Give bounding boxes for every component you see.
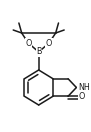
Text: O: O [25,39,31,48]
Text: NH: NH [78,83,90,92]
Text: O: O [78,92,84,101]
Text: B: B [36,48,41,56]
Text: O: O [46,39,52,48]
